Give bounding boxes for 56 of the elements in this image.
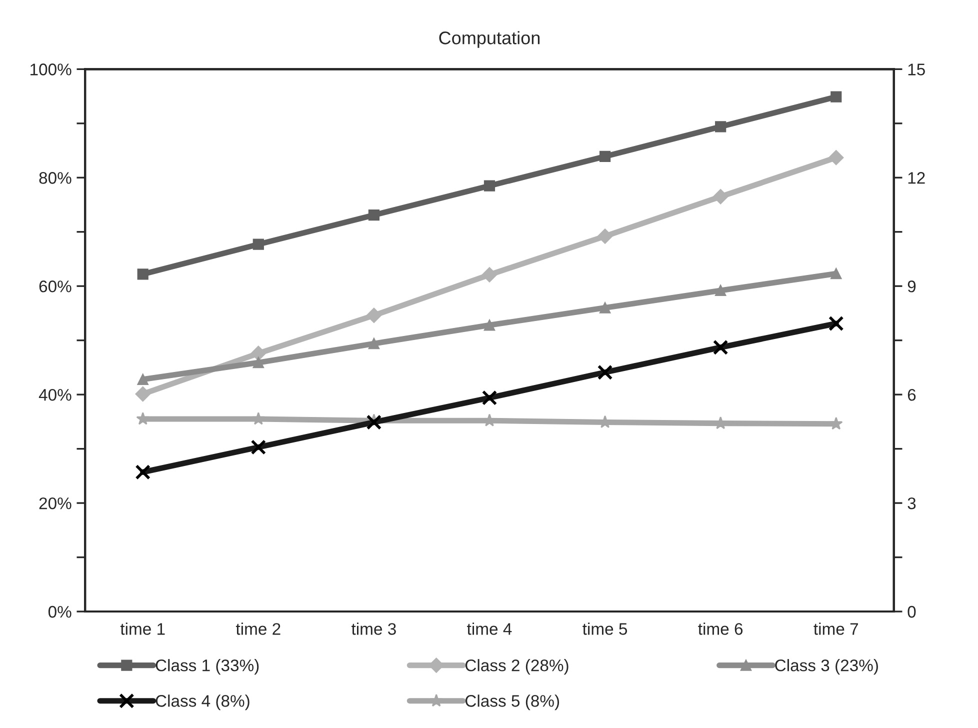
point bbox=[715, 284, 726, 296]
point bbox=[250, 346, 266, 361]
point bbox=[715, 121, 726, 132]
point bbox=[368, 210, 380, 221]
point bbox=[482, 267, 498, 282]
legend-label: Class 5 (8%) bbox=[466, 694, 560, 710]
y2-tick-label: 6 bbox=[908, 388, 916, 401]
point bbox=[712, 340, 728, 356]
legend-label: Class 1 (33%) bbox=[156, 659, 259, 675]
y2-tick-label: 12 bbox=[908, 172, 925, 184]
point bbox=[830, 268, 842, 280]
y2-tick-label: 15 bbox=[908, 64, 925, 76]
point bbox=[713, 189, 728, 204]
point bbox=[482, 390, 498, 406]
point bbox=[597, 228, 613, 244]
y-tick-label: 0% bbox=[48, 606, 72, 618]
point bbox=[597, 364, 613, 380]
point bbox=[484, 180, 496, 192]
y-tick-label: 100% bbox=[30, 64, 72, 76]
y-tick-label: 60% bbox=[39, 280, 72, 292]
y2-tick-label: 3 bbox=[908, 497, 916, 510]
point bbox=[599, 302, 611, 314]
x-tick-label: time 7 bbox=[814, 622, 858, 635]
point bbox=[252, 238, 264, 250]
y-tick-label: 40% bbox=[38, 388, 72, 401]
point bbox=[484, 320, 496, 331]
x-tick-label: time 6 bbox=[698, 622, 743, 635]
legend-label: Class 4 (8%) bbox=[156, 694, 250, 710]
y2-tick-label: 0 bbox=[908, 606, 916, 618]
point bbox=[829, 416, 843, 430]
point bbox=[599, 150, 611, 162]
point bbox=[830, 91, 842, 102]
point bbox=[136, 412, 150, 425]
legend-label: Class 2 (28%) bbox=[466, 659, 568, 675]
y2-tick-label: 9 bbox=[908, 280, 916, 292]
x-tick-label: time 1 bbox=[120, 622, 165, 635]
point bbox=[135, 386, 150, 402]
point bbox=[828, 316, 844, 332]
point bbox=[366, 414, 382, 430]
chart-title: Computation bbox=[439, 31, 540, 48]
point bbox=[828, 150, 844, 166]
y-tick-label: 20% bbox=[39, 497, 72, 510]
legend-label: Class 3 (23%) bbox=[775, 659, 878, 675]
point bbox=[135, 464, 150, 480]
point bbox=[137, 374, 148, 385]
x-tick-label: time 2 bbox=[236, 622, 280, 635]
y-tick-label: 80% bbox=[39, 172, 72, 184]
x-tick-label: time 5 bbox=[582, 622, 628, 635]
x-tick-label: time 3 bbox=[352, 622, 396, 635]
point bbox=[250, 440, 266, 455]
point bbox=[368, 338, 380, 350]
point bbox=[366, 308, 382, 323]
point bbox=[252, 357, 264, 368]
x-tick-label: time 4 bbox=[467, 622, 512, 635]
point bbox=[137, 268, 148, 280]
point bbox=[252, 412, 266, 425]
